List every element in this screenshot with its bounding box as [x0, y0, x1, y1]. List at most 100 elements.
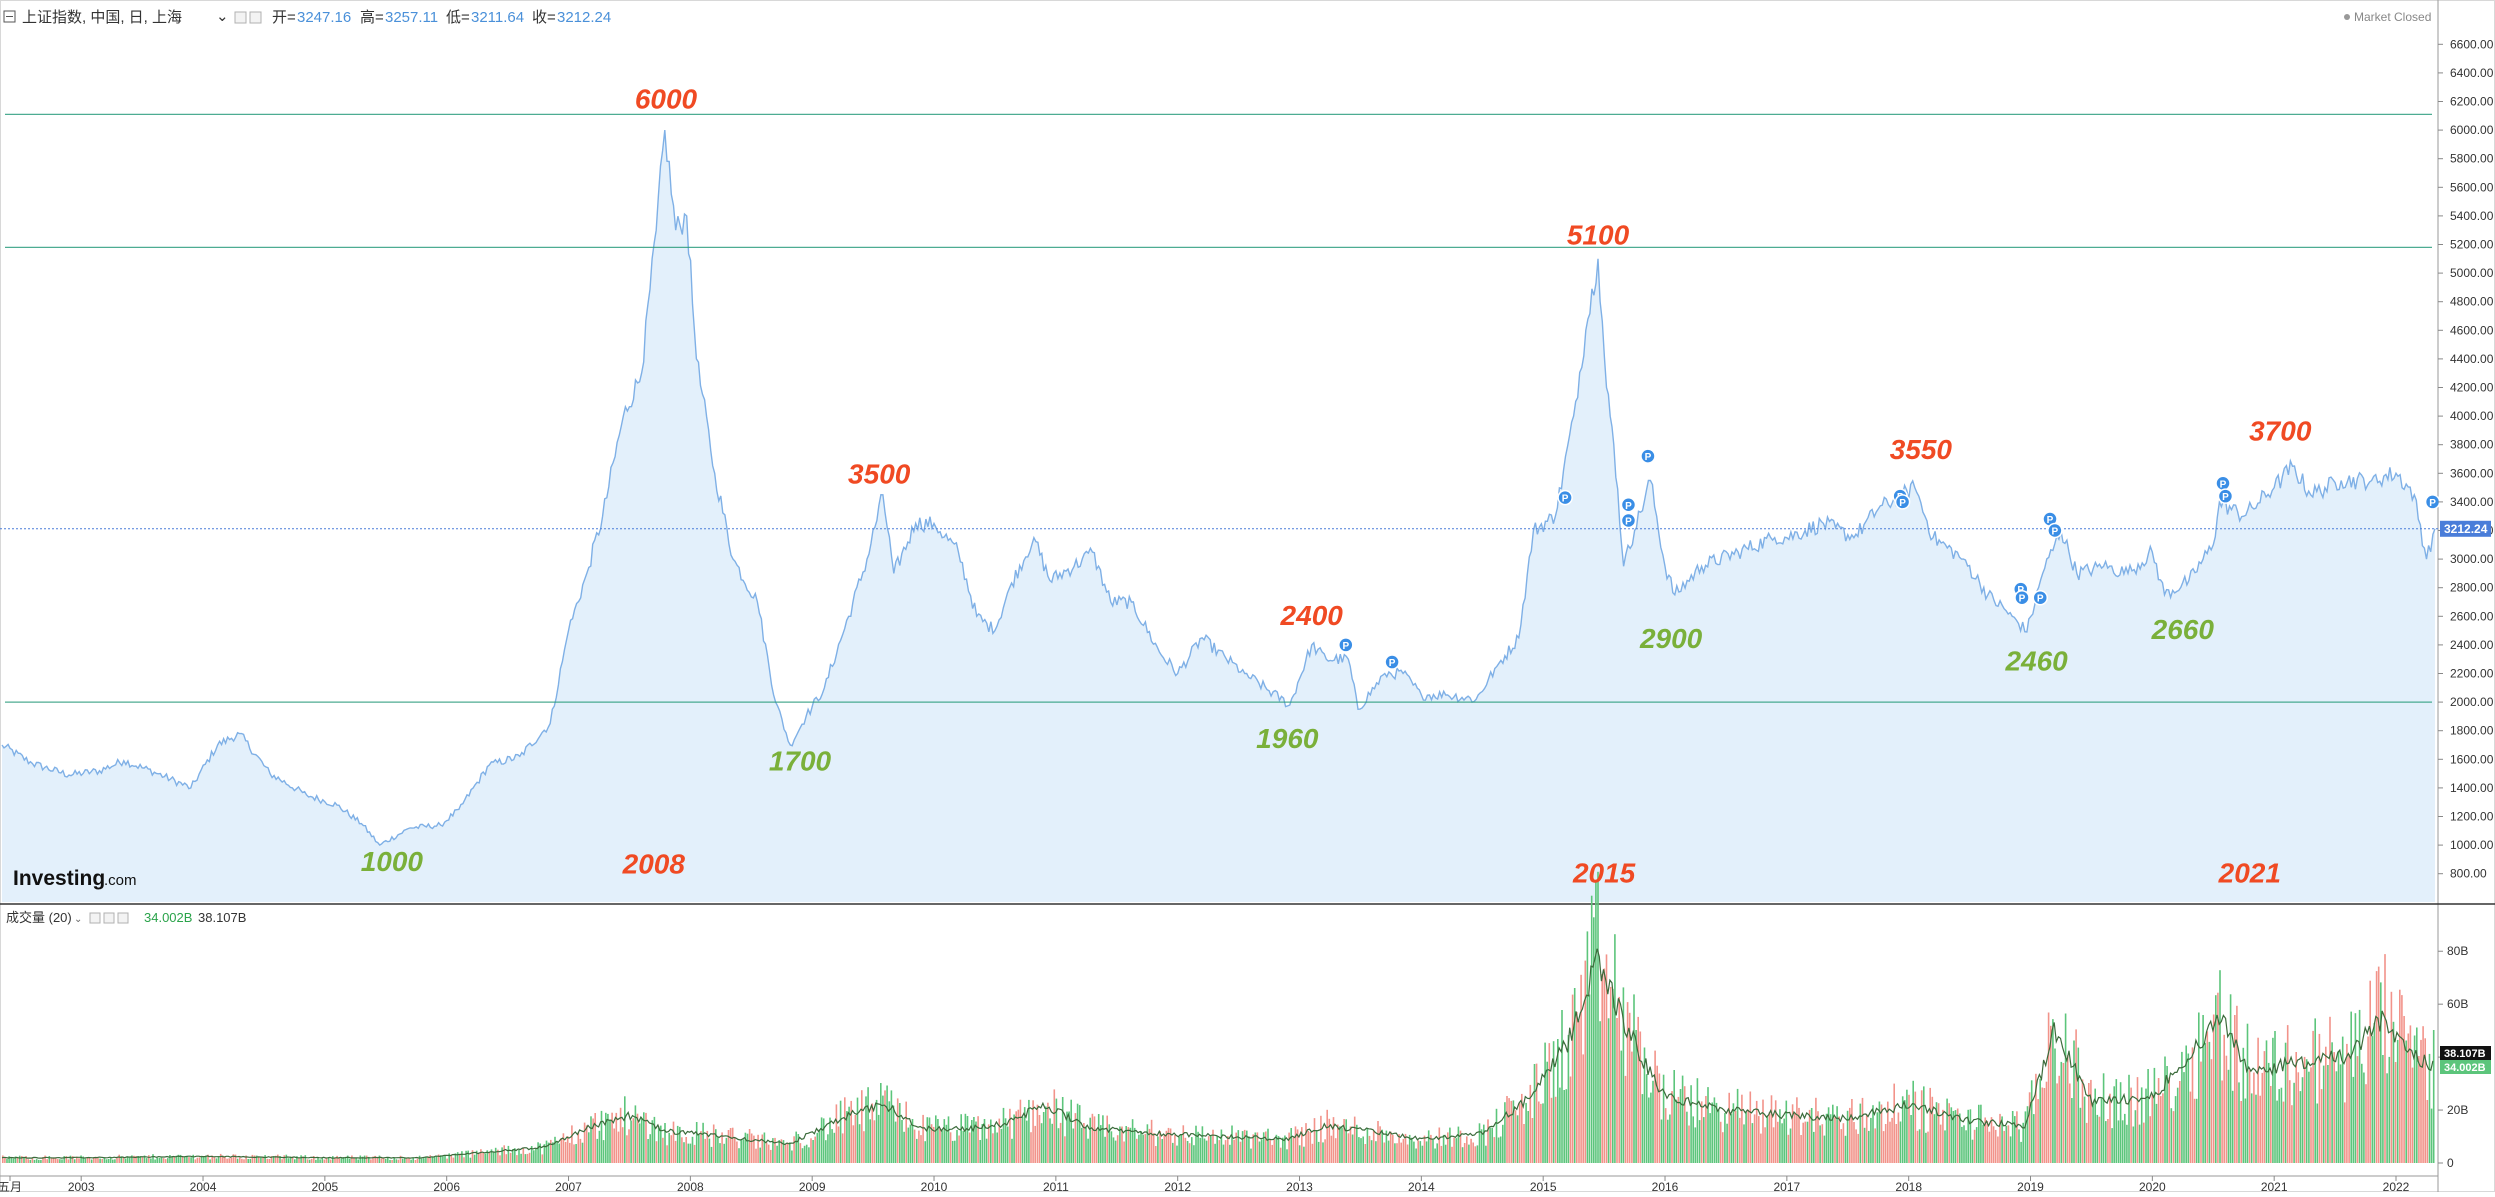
price-y-axis[interactable]: 800.00 1000.00 1200.00 1400.00 1600.00 1800.0…: [2438, 37, 2494, 881]
volume-bar: [249, 1158, 252, 1163]
volume-bar: [514, 1148, 516, 1163]
volume-bar: [1504, 1102, 1506, 1163]
event-marker-icon[interactable]: [1620, 512, 1637, 529]
volume-bar: [1565, 1089, 1568, 1163]
volume-bar: [160, 1157, 163, 1163]
event-marker-icon[interactable]: [1384, 654, 1400, 670]
settings-icon[interactable]: [103, 912, 115, 924]
volume-bar: [154, 1159, 156, 1163]
volume-tick-label: 0: [2447, 1156, 2454, 1170]
chart-title[interactable]: 上证指数, 中国, 日, 上海: [22, 9, 182, 26]
volume-bar: [854, 1115, 857, 1163]
volume-bar: [596, 1138, 599, 1163]
volume-bar: [1967, 1109, 1969, 1163]
event-marker-icon[interactable]: [1557, 489, 1573, 506]
chevron-down-icon[interactable]: ⌄: [216, 8, 229, 25]
volume-bar: [1199, 1137, 1202, 1163]
volume-bar: [780, 1139, 783, 1163]
event-marker-label: P: [1562, 494, 1569, 505]
volume-bar: [831, 1129, 833, 1163]
volume-bar: [1931, 1096, 1934, 1163]
volume-bar: [1838, 1116, 1840, 1163]
volume-bar: [289, 1156, 292, 1163]
volume-bar: [95, 1156, 97, 1163]
volume-bar: [272, 1156, 275, 1163]
volume-bar: [484, 1153, 486, 1163]
annotation-label: 3700: [2249, 415, 2312, 446]
volume-bar: [2172, 1111, 2175, 1163]
close-icon[interactable]: [117, 912, 129, 924]
volume-bar: [651, 1120, 654, 1163]
event-marker-icon[interactable]: [1338, 637, 1354, 653]
volume-bar: [1157, 1136, 1159, 1163]
volume-bar: [2261, 1072, 2264, 1163]
volume-bar: [169, 1155, 171, 1163]
volume-bar: [1121, 1126, 1123, 1163]
volume-bar: [1891, 1117, 1893, 1163]
volume-bar: [1593, 917, 1595, 1163]
volume-bar: [2062, 1063, 2065, 1163]
volume-bar: [1935, 1102, 1938, 1163]
volume-bar: [852, 1125, 855, 1163]
volume-bar: [1042, 1112, 1045, 1163]
volume-bar: [1476, 1145, 1479, 1163]
volume-bar: [1789, 1128, 1792, 1163]
annotations: 6000 5100 3500 2400 3550 3700 1000 1700 1960 2900…: [361, 84, 2312, 889]
close-icon[interactable]: [249, 11, 262, 24]
volume-bar: [1218, 1140, 1221, 1163]
logo-suffix: .com: [104, 872, 137, 889]
event-marker-icon[interactable]: [2014, 589, 2030, 606]
volume-bar: [1396, 1143, 1398, 1163]
volume-bar: [471, 1150, 474, 1163]
volume-bar: [456, 1152, 459, 1163]
visibility-icon[interactable]: [89, 912, 101, 924]
event-marker-label: P: [2220, 479, 2227, 490]
volume-bar: [1865, 1114, 1868, 1163]
volume-bar: [795, 1131, 797, 1163]
volume-bar: [2356, 1056, 2359, 1163]
volume-bar: [1808, 1109, 1811, 1163]
volume-bar: [1588, 994, 1591, 1163]
event-marker-icon[interactable]: [1894, 494, 1911, 510]
chevron-down-icon[interactable]: ⌄: [74, 914, 82, 925]
volume-bar: [355, 1157, 357, 1163]
volume-bar: [1741, 1094, 1743, 1163]
volume-bar: [1440, 1145, 1443, 1163]
volume-bar: [829, 1117, 831, 1163]
volume-bar: [1180, 1134, 1182, 1163]
event-marker-icon[interactable]: [1640, 448, 1656, 464]
event-marker-icon[interactable]: [1620, 497, 1637, 513]
volume-bar: [655, 1141, 658, 1163]
volume-bar: [920, 1135, 922, 1163]
volume-bar: [268, 1159, 271, 1163]
collapse-icon[interactable]: [3, 10, 16, 23]
x-tick-label: 2009: [799, 1180, 826, 1192]
markers[interactable]: PPPPPPPPPPPPPPPP: [1338, 448, 2441, 670]
volume-bar: [2250, 1093, 2253, 1163]
volume-bar: [2432, 1030, 2435, 1163]
event-marker-icon[interactable]: [2047, 522, 2063, 539]
event-marker-icon[interactable]: [2032, 589, 2049, 606]
settings-icon[interactable]: [234, 11, 247, 24]
volume-bar: [1605, 954, 1608, 1163]
investing-logo[interactable]: Investing .com: [13, 867, 137, 890]
volume-title[interactable]: 成交量 (20): [6, 910, 72, 925]
volume-bar: [2160, 1096, 2162, 1163]
volume-bar: [2077, 1047, 2080, 1163]
volume-bar: [1064, 1136, 1066, 1163]
volume-bar: [1203, 1138, 1206, 1163]
volume-bar: [2354, 1013, 2357, 1163]
volume-bar: [1457, 1126, 1460, 1163]
volume-bar: [2303, 1056, 2306, 1163]
volume-bar: [1468, 1144, 1470, 1163]
volume-bar: [784, 1144, 787, 1163]
event-marker-icon[interactable]: [2217, 488, 2234, 504]
event-marker-label: P: [1899, 498, 1906, 509]
x-tick-label: 2007: [555, 1180, 582, 1192]
volume-bar: [1265, 1131, 1267, 1163]
volume-bar: [1423, 1135, 1426, 1163]
volume-bar: [1152, 1133, 1155, 1163]
volume-bar: [1049, 1118, 1051, 1163]
time-x-axis[interactable]: 五月 2003 2004 2005 2006 2007 2008 2009 2010 2011 20…: [0, 1176, 2410, 1194]
